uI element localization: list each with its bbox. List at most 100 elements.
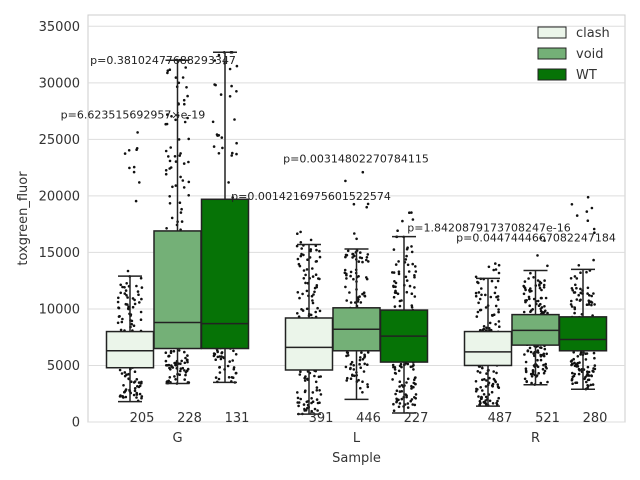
data-point: [296, 312, 299, 315]
data-point: [361, 391, 364, 394]
data-point: [348, 291, 351, 294]
data-point: [133, 302, 137, 306]
data-point: [536, 358, 539, 362]
data-point: [485, 379, 488, 382]
box-R-void: [511, 269, 560, 386]
data-point: [132, 165, 136, 169]
data-point: [187, 137, 190, 141]
box-body: [558, 316, 608, 352]
data-point: [169, 146, 172, 149]
data-point: [527, 295, 531, 299]
data-point: [182, 98, 186, 102]
data-point: [346, 354, 350, 357]
data-point: [127, 149, 131, 152]
data-point: [586, 373, 589, 377]
data-point: [529, 287, 532, 290]
data-point: [396, 229, 399, 232]
data-point: [474, 291, 478, 295]
data-point: [572, 357, 575, 361]
data-point: [357, 260, 361, 263]
data-point: [358, 358, 362, 362]
data-point: [234, 353, 238, 356]
data-point: [140, 395, 144, 398]
data-point: [217, 152, 221, 155]
data-point: [131, 297, 135, 300]
data-point: [392, 402, 395, 406]
box-body: [284, 317, 334, 371]
data-point: [525, 380, 528, 383]
data-point: [168, 159, 172, 163]
legend-label-clash: clash: [576, 26, 610, 41]
data-point: [590, 294, 593, 298]
data-point: [592, 370, 595, 373]
y-tick-label: 5000: [47, 359, 80, 374]
data-point: [573, 311, 576, 315]
data-point: [481, 378, 484, 382]
data-point: [219, 357, 223, 361]
data-point: [123, 292, 127, 295]
data-point: [366, 363, 369, 367]
data-point: [344, 253, 348, 257]
box-body: [105, 330, 155, 369]
data-point: [231, 151, 234, 155]
data-point: [233, 118, 236, 121]
data-point: [174, 378, 177, 381]
data-point: [477, 301, 480, 305]
data-point: [186, 360, 189, 364]
data-point: [185, 86, 188, 89]
data-point: [397, 272, 401, 276]
data-point: [297, 404, 300, 408]
data-point: [352, 202, 356, 206]
data-point: [135, 148, 138, 151]
data-point: [494, 323, 497, 326]
data-point: [592, 351, 596, 355]
data-point: [117, 306, 121, 310]
data-point: [413, 275, 416, 279]
data-point: [359, 251, 362, 254]
sample-count-label: 446: [356, 411, 381, 426]
data-point: [221, 146, 224, 150]
legend: clash void WT: [537, 26, 610, 83]
data-point: [216, 355, 220, 359]
data-point: [180, 359, 183, 363]
data-point: [528, 297, 531, 301]
data-point: [311, 275, 315, 278]
data-point: [578, 361, 581, 364]
data-point: [395, 399, 399, 403]
data-point: [401, 219, 404, 223]
data-point: [309, 238, 313, 242]
data-point: [217, 377, 221, 381]
box-G-void: [153, 59, 202, 385]
data-point: [571, 371, 574, 375]
data-point: [591, 383, 595, 386]
data-point: [318, 401, 321, 405]
sample-count-label: 228: [177, 411, 202, 426]
data-point: [485, 372, 488, 375]
data-point: [314, 260, 318, 263]
data-point: [573, 361, 576, 365]
data-point: [530, 375, 534, 378]
data-point: [413, 378, 416, 382]
legend-swatch-clash: [537, 26, 567, 39]
data-point: [138, 384, 142, 388]
data-point: [301, 292, 304, 296]
data-point: [496, 298, 500, 301]
data-point: [168, 195, 171, 198]
data-point: [217, 53, 221, 57]
data-point: [183, 102, 186, 106]
data-point: [180, 207, 183, 211]
data-point: [575, 286, 578, 290]
data-point: [179, 175, 182, 179]
data-point: [490, 279, 494, 283]
data-point: [586, 219, 590, 222]
data-point: [173, 375, 176, 378]
data-point: [137, 381, 141, 384]
data-point: [406, 263, 410, 267]
data-point: [476, 388, 479, 391]
data-point: [593, 303, 596, 306]
data-point: [400, 397, 404, 401]
data-point: [497, 308, 500, 311]
data-point: [482, 325, 486, 328]
data-point: [164, 149, 168, 153]
data-point: [300, 308, 303, 311]
